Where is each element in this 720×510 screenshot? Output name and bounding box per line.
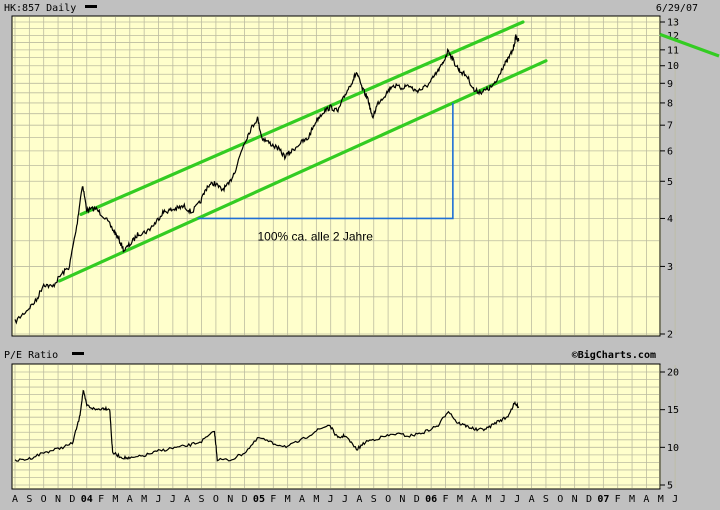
x-tick-label: 07 bbox=[597, 494, 609, 505]
x-tick-label: A bbox=[471, 494, 477, 505]
price-y-tick-label: 8 bbox=[667, 98, 673, 109]
price-panel bbox=[11, 15, 661, 337]
price-y-tick-label: 4 bbox=[667, 214, 673, 225]
x-tick-label: M bbox=[112, 494, 118, 505]
price-y-tick-label: 7 bbox=[667, 121, 673, 132]
x-tick-label: N bbox=[399, 494, 405, 505]
price-y-tick-label: 11 bbox=[667, 45, 679, 56]
x-tick-label: M bbox=[285, 494, 291, 505]
x-tick-label: F bbox=[98, 494, 104, 505]
x-tick-label: A bbox=[643, 494, 649, 505]
x-tick-label: N bbox=[572, 494, 578, 505]
pe-series-line bbox=[14, 389, 520, 462]
date-label: 6/29/07 bbox=[656, 3, 698, 14]
x-tick-label: M bbox=[658, 494, 664, 505]
x-tick-label: 05 bbox=[253, 494, 265, 505]
price-y-tick-label: 10 bbox=[667, 61, 679, 72]
x-tick-label: S bbox=[371, 494, 377, 505]
ticker-label: HK:857 Daily bbox=[4, 3, 76, 14]
x-tick-label: S bbox=[543, 494, 549, 505]
pe-y-tick-label: 5 bbox=[667, 481, 673, 492]
x-tick-label: 06 bbox=[425, 494, 437, 505]
x-tick-label: D bbox=[242, 494, 248, 505]
x-tick-label: N bbox=[55, 494, 61, 505]
pe-panel bbox=[11, 363, 661, 490]
x-tick-label: J bbox=[170, 494, 176, 505]
x-tick-label: O bbox=[385, 494, 391, 505]
pe-legend-swatch bbox=[72, 352, 84, 355]
pe-y-axis: 5 10 15 20 bbox=[660, 368, 679, 492]
x-tick-label: F bbox=[442, 494, 448, 505]
x-axis: A S O N D 04 F M A M J J A S O N D 05 F M A M J J A S O N D 06 F M A M J J A… bbox=[12, 494, 678, 505]
x-tick-label: J bbox=[672, 494, 678, 505]
price-y-tick-label: 12 bbox=[667, 31, 679, 42]
x-tick-label: J bbox=[328, 494, 334, 505]
x-tick-label: M bbox=[141, 494, 147, 505]
channel-lower-line bbox=[57, 59, 548, 283]
price-y-tick-label: 2 bbox=[667, 330, 673, 341]
price-y-tick-label: 9 bbox=[667, 79, 673, 90]
price-y-tick-label: 5 bbox=[667, 177, 673, 188]
x-tick-label: J bbox=[500, 494, 506, 505]
price-y-tick-label: 6 bbox=[667, 146, 673, 157]
pe-y-tick-label: 10 bbox=[667, 443, 679, 454]
pe-y-tick-label: 15 bbox=[667, 405, 679, 416]
x-tick-label: D bbox=[586, 494, 592, 505]
pe-gridlines bbox=[13, 365, 676, 488]
x-tick-label: F bbox=[615, 494, 621, 505]
x-tick-label: O bbox=[557, 494, 563, 505]
price-y-axis: 2 3 4 5 6 7 8 9 10 11 12 13 bbox=[660, 18, 679, 341]
measure-bracket bbox=[197, 102, 454, 220]
legend-swatch bbox=[85, 5, 97, 8]
x-tick-label: J bbox=[514, 494, 520, 505]
x-tick-label: M bbox=[313, 494, 319, 505]
x-tick-label: S bbox=[199, 494, 205, 505]
x-tick-label: J bbox=[155, 494, 161, 505]
x-tick-label: D bbox=[69, 494, 75, 505]
price-series-line bbox=[14, 34, 520, 325]
x-tick-label: S bbox=[26, 494, 32, 505]
x-tick-label: A bbox=[127, 494, 133, 505]
channel-lower-extension bbox=[659, 32, 720, 58]
x-tick-label: A bbox=[299, 494, 305, 505]
pe-y-tick-label: 20 bbox=[667, 368, 679, 379]
price-gridlines bbox=[13, 17, 676, 335]
price-y-tick-label: 13 bbox=[667, 18, 679, 29]
x-tick-label: M bbox=[457, 494, 463, 505]
x-tick-label: M bbox=[486, 494, 492, 505]
x-tick-label: O bbox=[213, 494, 219, 505]
x-tick-label: A bbox=[356, 494, 362, 505]
x-tick-label: N bbox=[227, 494, 233, 505]
measure-annotation: 100% ca. alle 2 Jahre bbox=[257, 229, 373, 243]
watermark: ©BigCharts.com bbox=[572, 349, 656, 361]
x-tick-label: 04 bbox=[81, 494, 93, 505]
x-tick-label: M bbox=[629, 494, 635, 505]
x-tick-label: A bbox=[12, 494, 18, 505]
x-tick-label: F bbox=[270, 494, 276, 505]
x-tick-label: A bbox=[184, 494, 190, 505]
x-tick-label: J bbox=[342, 494, 348, 505]
x-tick-label: D bbox=[414, 494, 420, 505]
x-tick-label: A bbox=[529, 494, 535, 505]
price-y-tick-label: 3 bbox=[667, 262, 673, 273]
x-tick-label: O bbox=[41, 494, 47, 505]
pe-label: P/E Ratio bbox=[4, 350, 58, 361]
